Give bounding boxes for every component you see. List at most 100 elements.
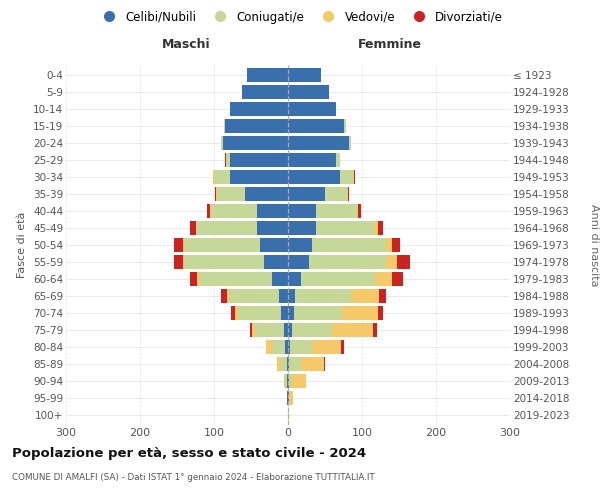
Bar <box>386 255 397 269</box>
Bar <box>285 340 288 353</box>
Bar <box>288 221 316 235</box>
Bar <box>288 120 344 133</box>
Bar <box>386 238 392 252</box>
Bar <box>292 374 306 388</box>
Bar <box>196 221 257 235</box>
Bar <box>281 357 287 370</box>
Bar <box>213 170 214 184</box>
Bar <box>301 357 324 370</box>
Text: COMUNE DI AMALFI (SA) - Dati ISTAT 1° gennaio 2024 - Elaborazione TUTTITALIA.IT: COMUNE DI AMALFI (SA) - Dati ISTAT 1° ge… <box>12 472 375 482</box>
Bar <box>214 170 230 184</box>
Bar <box>183 238 184 252</box>
Bar <box>325 188 347 201</box>
Bar <box>231 306 235 320</box>
Bar <box>288 170 340 184</box>
Bar <box>217 188 245 201</box>
Bar <box>379 289 386 302</box>
Bar <box>373 323 377 336</box>
Bar <box>342 306 377 320</box>
Bar <box>211 204 257 218</box>
Bar <box>288 323 292 336</box>
Bar <box>377 221 383 235</box>
Bar <box>397 255 410 269</box>
Bar <box>256 323 284 336</box>
Bar <box>206 204 210 218</box>
Bar <box>227 289 229 302</box>
Bar <box>284 323 288 336</box>
Bar <box>349 136 351 150</box>
Bar <box>377 306 383 320</box>
Bar <box>257 221 288 235</box>
Bar <box>184 255 265 269</box>
Bar <box>284 374 285 388</box>
Bar <box>288 68 322 82</box>
Bar <box>295 289 351 302</box>
Bar <box>252 323 256 336</box>
Bar <box>294 306 342 320</box>
Bar <box>289 374 292 388</box>
Bar <box>357 204 358 218</box>
Bar <box>277 357 281 370</box>
Bar <box>250 323 252 336</box>
Bar <box>190 272 197 286</box>
Bar <box>260 238 288 252</box>
Legend: Celibi/Nubili, Coniugati/e, Vedovi/e, Divorziati/e: Celibi/Nubili, Coniugati/e, Vedovi/e, Di… <box>92 6 508 28</box>
Bar <box>266 340 272 353</box>
Bar <box>288 255 309 269</box>
Bar <box>230 170 288 184</box>
Bar <box>279 289 288 302</box>
Bar <box>223 136 288 150</box>
Bar <box>288 238 311 252</box>
Bar <box>289 391 293 404</box>
Bar <box>257 204 288 218</box>
Bar <box>216 188 217 201</box>
Bar <box>313 340 341 353</box>
Bar <box>292 323 332 336</box>
Bar <box>288 86 329 99</box>
Bar <box>311 238 386 252</box>
Bar <box>215 188 216 201</box>
Bar <box>174 238 183 252</box>
Bar <box>183 255 184 269</box>
Bar <box>289 357 301 370</box>
Bar <box>265 255 288 269</box>
Bar <box>288 340 290 353</box>
Bar <box>348 188 349 201</box>
Bar <box>242 86 288 99</box>
Bar <box>288 204 316 218</box>
Bar <box>230 102 288 116</box>
Bar <box>225 120 288 133</box>
Bar <box>288 374 289 388</box>
Bar <box>288 102 336 116</box>
Bar <box>190 221 196 235</box>
Bar <box>230 154 288 167</box>
Bar <box>392 238 400 252</box>
Bar <box>374 221 377 235</box>
Bar <box>224 120 225 133</box>
Bar <box>316 204 357 218</box>
Bar <box>197 272 199 286</box>
Bar <box>316 221 374 235</box>
Bar <box>353 170 354 184</box>
Bar <box>301 272 376 286</box>
Bar <box>358 204 361 218</box>
Bar <box>288 408 289 422</box>
Bar <box>221 136 223 150</box>
Bar <box>235 306 238 320</box>
Bar <box>287 357 288 370</box>
Bar <box>332 323 373 336</box>
Bar <box>324 357 325 370</box>
Bar <box>288 154 336 167</box>
Bar <box>288 136 349 150</box>
Bar <box>344 120 346 133</box>
Bar <box>238 306 281 320</box>
Bar <box>288 272 301 286</box>
Bar <box>221 289 227 302</box>
Text: Popolazione per età, sesso e stato civile - 2024: Popolazione per età, sesso e stato civil… <box>12 448 366 460</box>
Bar <box>341 340 344 353</box>
Bar <box>272 340 285 353</box>
Bar <box>288 391 289 404</box>
Bar <box>247 68 288 82</box>
Bar <box>229 289 279 302</box>
Bar <box>212 170 213 184</box>
